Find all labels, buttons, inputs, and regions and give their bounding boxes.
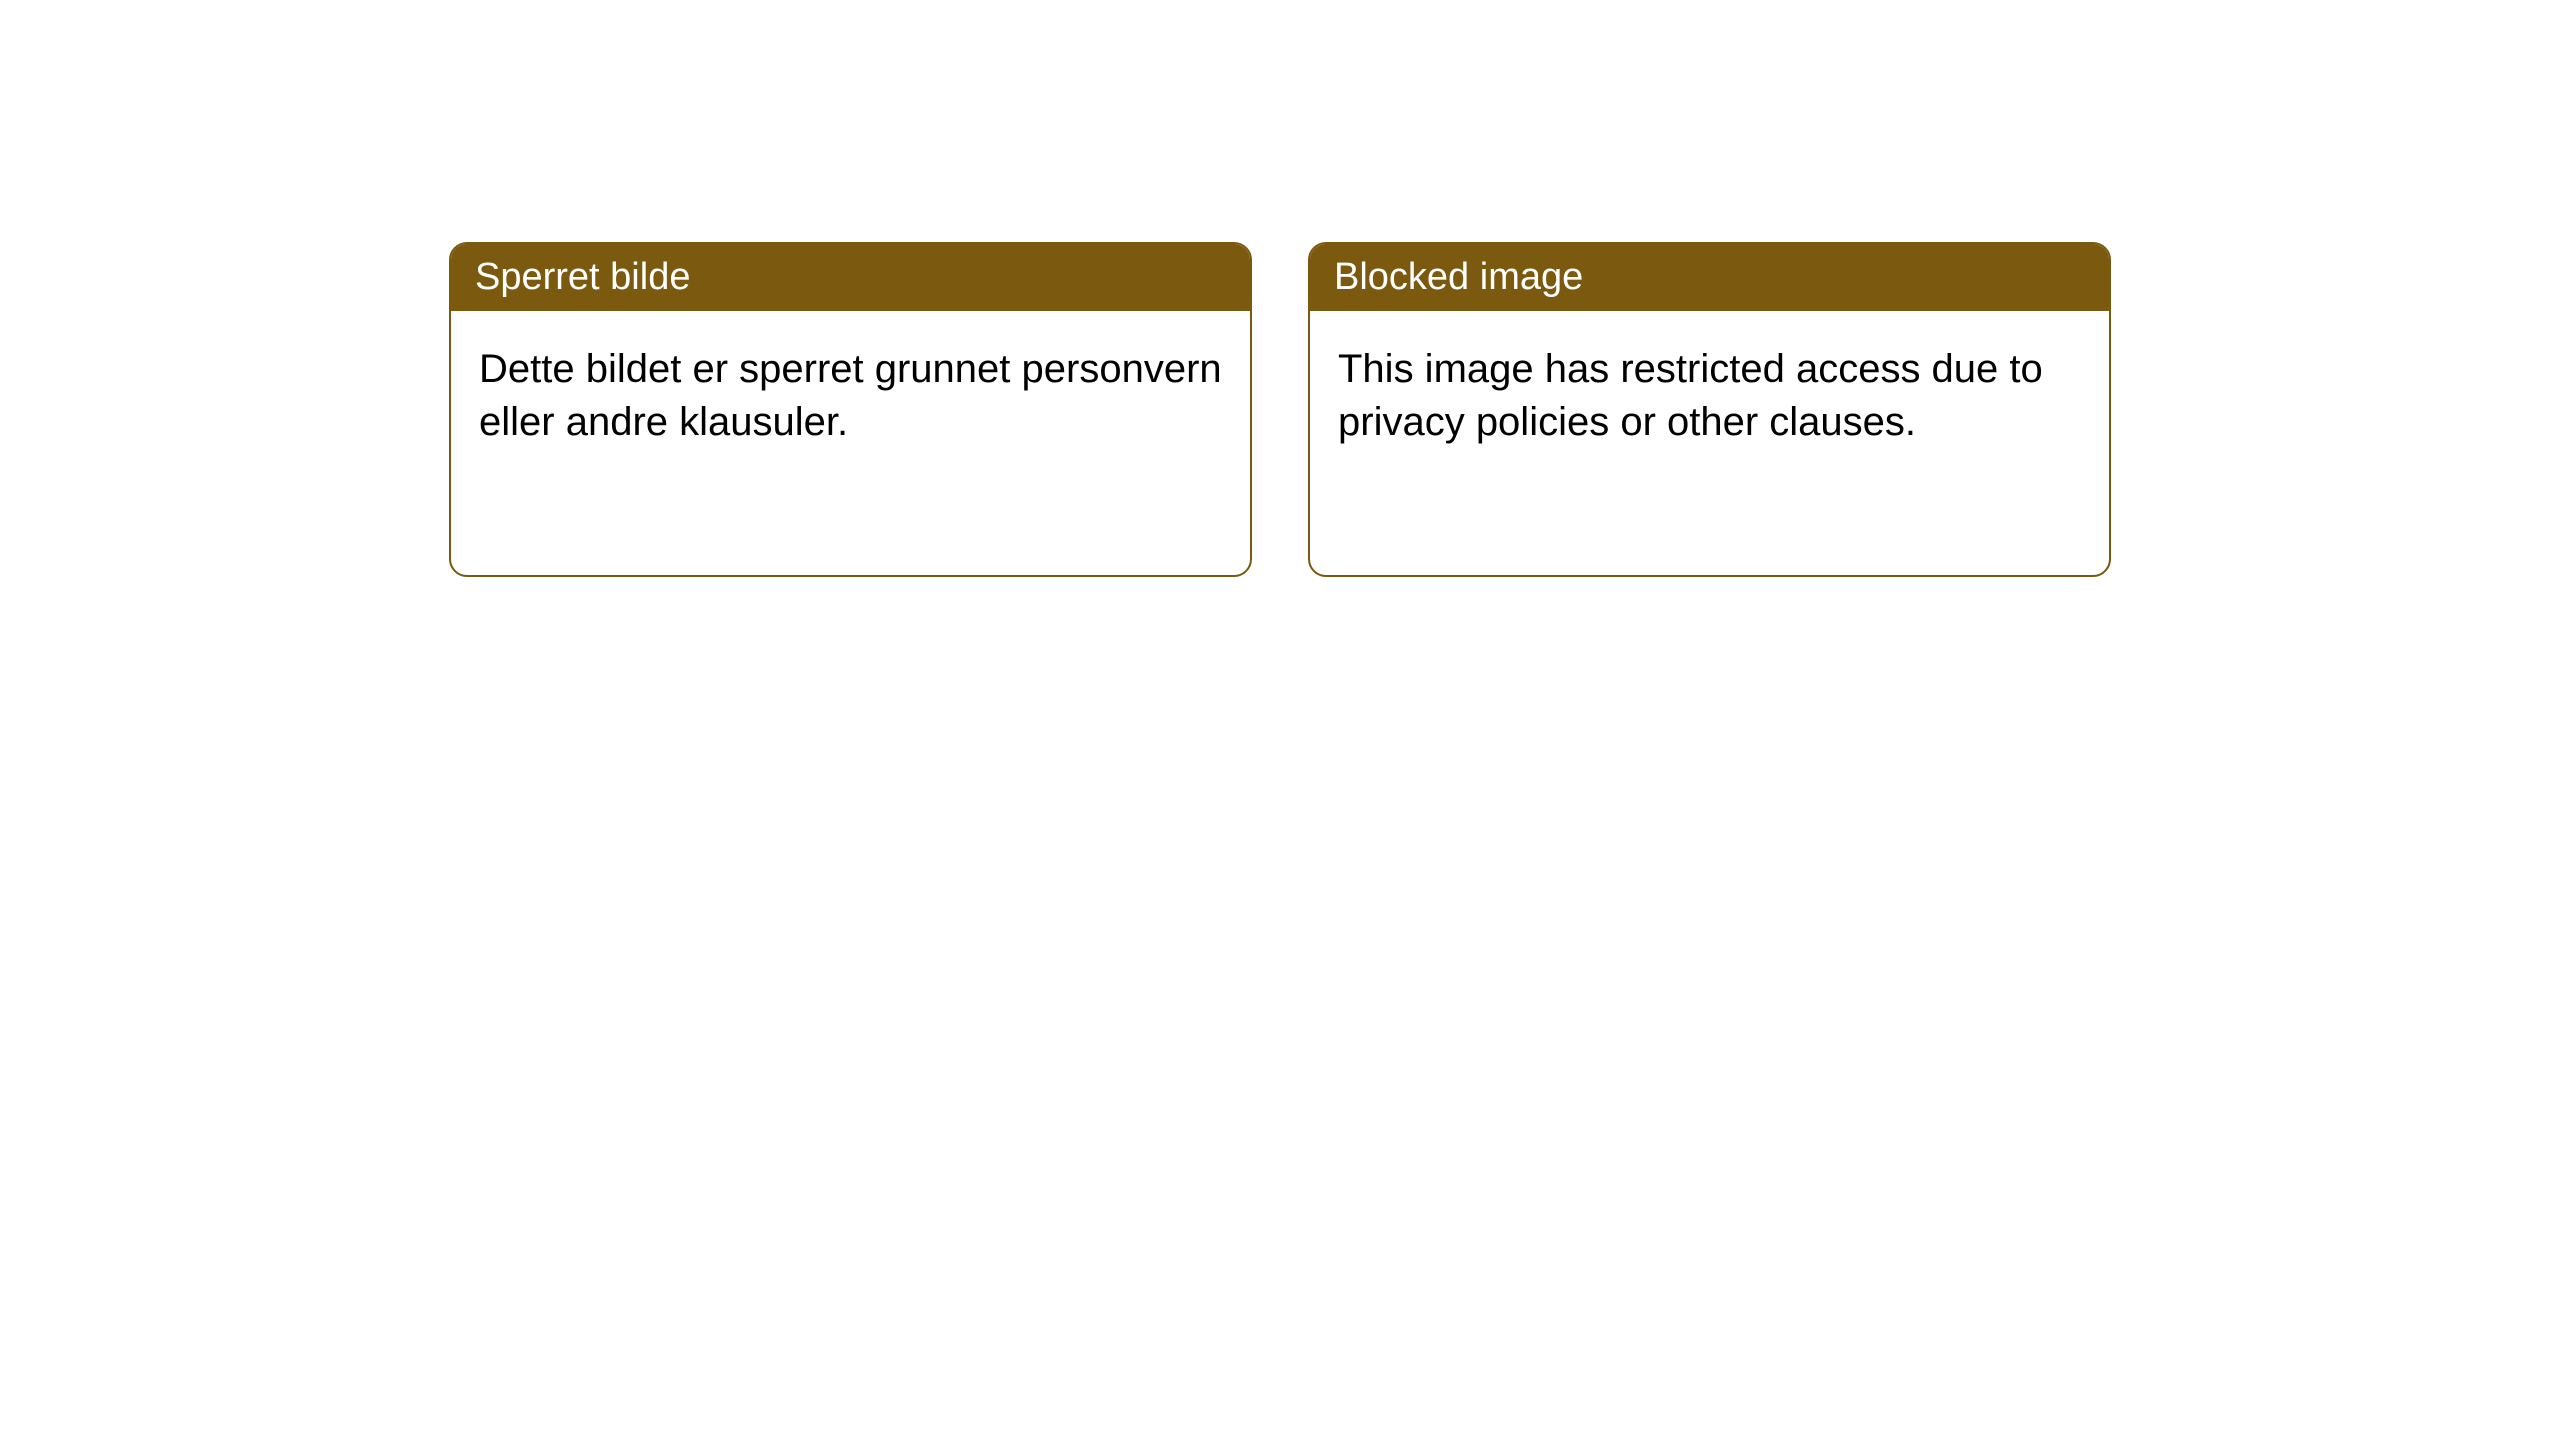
- notice-title-norwegian: Sperret bilde: [451, 244, 1250, 311]
- notice-title-english: Blocked image: [1310, 244, 2109, 311]
- notice-container: Sperret bilde Dette bildet er sperret gr…: [449, 242, 2111, 577]
- notice-card-norwegian: Sperret bilde Dette bildet er sperret gr…: [449, 242, 1252, 577]
- notice-body-norwegian: Dette bildet er sperret grunnet personve…: [451, 311, 1250, 481]
- notice-body-english: This image has restricted access due to …: [1310, 311, 2109, 481]
- notice-card-english: Blocked image This image has restricted …: [1308, 242, 2111, 577]
